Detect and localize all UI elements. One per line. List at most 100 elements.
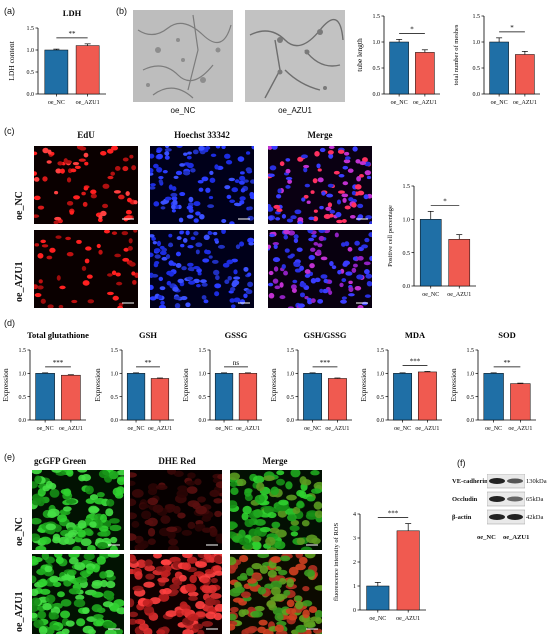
cell xyxy=(247,578,257,584)
nucleus xyxy=(187,151,192,155)
cell xyxy=(256,482,265,492)
cell xyxy=(39,536,52,545)
nucleus xyxy=(159,286,166,291)
nucleus xyxy=(317,168,322,172)
nucleus xyxy=(217,244,226,249)
cell xyxy=(214,554,222,564)
x-tick-label: oe_AZU1 xyxy=(59,426,83,432)
cell xyxy=(201,584,211,594)
cell xyxy=(230,481,238,488)
x-tick-label: oe_NC xyxy=(128,426,145,432)
cell xyxy=(66,470,74,477)
nucleus xyxy=(172,286,179,292)
cell xyxy=(276,470,285,476)
y-tick-label: 1.0 xyxy=(111,372,119,378)
y-tick-label: 1.5 xyxy=(377,348,385,354)
y-tick-label: 1.0 xyxy=(27,48,35,54)
nucleus xyxy=(117,305,124,308)
nucleus xyxy=(183,152,188,156)
nucleus xyxy=(274,285,281,290)
nucleus xyxy=(338,190,345,194)
nucleus xyxy=(284,248,290,253)
nucleus xyxy=(285,176,293,181)
cell xyxy=(232,597,244,603)
cell xyxy=(145,573,155,580)
cell xyxy=(32,612,38,619)
cell xyxy=(147,497,159,506)
nucleus xyxy=(195,211,201,216)
y-tick-label: 0.5 xyxy=(287,395,295,401)
cell xyxy=(155,566,166,572)
hoechst-image-oe-nc xyxy=(150,146,254,224)
nucleus xyxy=(357,190,365,196)
cell xyxy=(217,473,222,480)
nucleus xyxy=(201,295,207,300)
cell xyxy=(254,494,265,504)
cell xyxy=(108,470,119,480)
nucleus xyxy=(193,201,201,207)
nucleus xyxy=(152,240,157,245)
chart-title: GSSG xyxy=(225,330,248,340)
cell xyxy=(144,564,156,572)
nucleus xyxy=(201,176,209,182)
col-header-merge-e: Merge xyxy=(262,456,288,466)
nucleus xyxy=(268,270,274,276)
cell xyxy=(75,576,88,583)
nucleus xyxy=(46,160,52,164)
cell xyxy=(195,505,207,515)
image-background xyxy=(34,146,138,224)
nucleus xyxy=(132,279,137,285)
nucleus xyxy=(283,270,288,276)
cell xyxy=(97,531,108,537)
chart-title: MDA xyxy=(405,330,426,340)
cell xyxy=(32,533,41,542)
nucleus xyxy=(118,194,125,200)
cell xyxy=(193,571,205,577)
cell xyxy=(214,570,222,576)
cell xyxy=(147,538,156,545)
nucleus xyxy=(37,253,44,259)
nucleus xyxy=(303,164,310,169)
nucleus xyxy=(322,288,329,294)
cell xyxy=(274,540,286,550)
nucleus xyxy=(221,146,226,150)
nucleus xyxy=(37,205,45,210)
nucleus xyxy=(214,283,222,289)
nucleus xyxy=(342,181,349,186)
hoechst-image-oe-azu1 xyxy=(150,230,254,308)
nucleus xyxy=(57,161,63,166)
nucleus xyxy=(312,216,319,222)
cell xyxy=(60,488,71,495)
nucleus xyxy=(175,263,182,268)
nucleus xyxy=(34,177,40,182)
nucleus xyxy=(366,280,372,287)
nucleus xyxy=(90,189,97,195)
nucleus xyxy=(179,163,186,167)
cell xyxy=(35,545,47,550)
nucleus xyxy=(327,202,333,208)
x-tick-label: oe_AZU1 xyxy=(513,100,537,106)
merge-image-oe-azu1 xyxy=(268,230,372,308)
nucleus xyxy=(37,285,44,290)
y-tick-label: 1.0 xyxy=(373,40,381,46)
nucleus xyxy=(49,247,56,253)
nucleus xyxy=(320,256,328,261)
cell xyxy=(144,559,153,567)
cell xyxy=(310,470,320,476)
cell xyxy=(236,478,247,487)
nucleus xyxy=(347,168,354,173)
nucleus xyxy=(231,187,239,193)
nucleus xyxy=(283,234,289,240)
nucleus xyxy=(349,214,356,219)
cell xyxy=(176,489,189,498)
nucleus xyxy=(352,146,358,152)
cell xyxy=(257,554,270,559)
nucleus xyxy=(277,188,282,194)
nucleus xyxy=(311,234,317,238)
chart-title: SOD xyxy=(498,330,515,340)
y-tick-label: 0.5 xyxy=(473,66,481,72)
y-axis-label: Positive cell percentage xyxy=(387,205,394,267)
y-axis-label: Expression xyxy=(359,368,368,402)
cell xyxy=(33,619,44,629)
nucleus xyxy=(304,269,311,275)
